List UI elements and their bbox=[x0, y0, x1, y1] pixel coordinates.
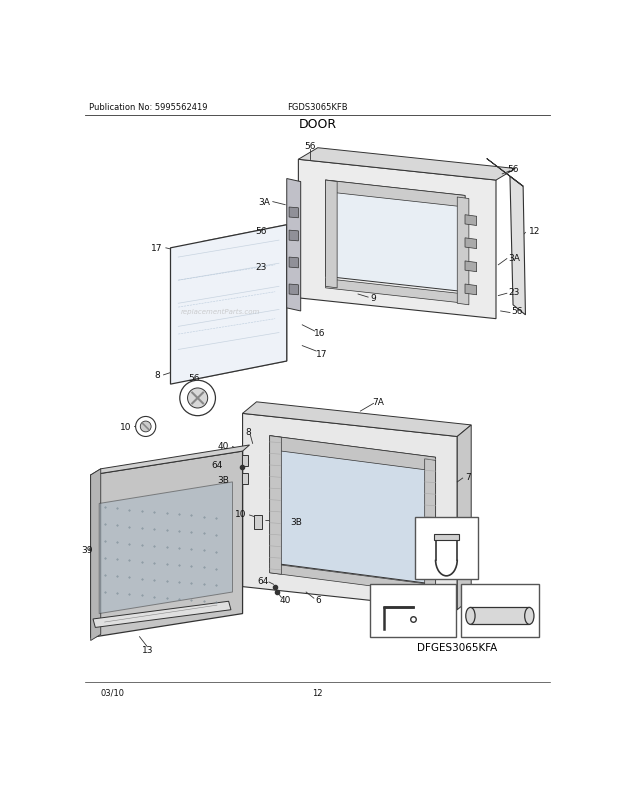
Text: 39: 39 bbox=[81, 545, 93, 554]
Polygon shape bbox=[510, 177, 526, 315]
Polygon shape bbox=[326, 180, 465, 208]
Text: 41: 41 bbox=[494, 588, 505, 597]
Text: 12: 12 bbox=[528, 226, 540, 235]
Polygon shape bbox=[487, 160, 523, 187]
Text: 3B: 3B bbox=[290, 517, 302, 526]
Text: DOOR: DOOR bbox=[299, 118, 337, 132]
Text: 40: 40 bbox=[280, 595, 291, 605]
Polygon shape bbox=[91, 469, 100, 641]
Text: 7: 7 bbox=[465, 472, 471, 481]
Polygon shape bbox=[91, 452, 242, 638]
Text: 56: 56 bbox=[255, 226, 267, 235]
Polygon shape bbox=[298, 148, 515, 180]
Text: 3A: 3A bbox=[508, 253, 520, 262]
Polygon shape bbox=[465, 261, 477, 273]
Text: 3A: 3A bbox=[258, 198, 270, 207]
Polygon shape bbox=[170, 225, 286, 385]
Polygon shape bbox=[289, 285, 298, 295]
Text: 40: 40 bbox=[218, 442, 229, 451]
Bar bbox=[461, 585, 539, 637]
Text: 64: 64 bbox=[212, 461, 223, 470]
Polygon shape bbox=[286, 180, 301, 311]
Polygon shape bbox=[458, 198, 469, 306]
Polygon shape bbox=[289, 231, 298, 241]
Bar bbox=[471, 608, 529, 625]
Bar bbox=[415, 517, 478, 579]
Text: 16: 16 bbox=[314, 329, 325, 338]
Text: 56: 56 bbox=[512, 307, 523, 316]
Polygon shape bbox=[289, 208, 298, 218]
Text: 8: 8 bbox=[245, 427, 251, 437]
Text: 42: 42 bbox=[404, 588, 415, 597]
Text: 03/10: 03/10 bbox=[100, 688, 125, 697]
Polygon shape bbox=[270, 436, 435, 472]
Text: 56: 56 bbox=[507, 164, 519, 174]
Bar bbox=[242, 456, 248, 466]
Polygon shape bbox=[465, 216, 477, 226]
Text: 8: 8 bbox=[154, 371, 161, 380]
Text: 7A: 7A bbox=[412, 589, 425, 598]
Text: 10: 10 bbox=[120, 423, 131, 431]
Text: 17: 17 bbox=[316, 350, 327, 358]
Polygon shape bbox=[458, 425, 471, 610]
Polygon shape bbox=[270, 436, 435, 585]
Polygon shape bbox=[465, 238, 477, 249]
Ellipse shape bbox=[525, 608, 534, 625]
Circle shape bbox=[187, 388, 208, 408]
Polygon shape bbox=[465, 285, 477, 295]
Polygon shape bbox=[91, 445, 249, 476]
Polygon shape bbox=[270, 564, 435, 594]
Bar bbox=[434, 535, 459, 541]
Text: 23: 23 bbox=[508, 288, 520, 297]
Bar bbox=[254, 516, 262, 529]
Polygon shape bbox=[425, 460, 435, 594]
Polygon shape bbox=[326, 180, 337, 289]
Ellipse shape bbox=[466, 608, 475, 625]
Text: 18: 18 bbox=[427, 520, 438, 529]
Text: 64: 64 bbox=[258, 577, 269, 585]
Text: 6: 6 bbox=[315, 595, 321, 605]
Polygon shape bbox=[242, 403, 471, 437]
Text: replacementParts.com: replacementParts.com bbox=[181, 309, 260, 314]
Bar bbox=[371, 585, 456, 637]
Circle shape bbox=[140, 422, 151, 432]
Text: 56: 56 bbox=[304, 142, 316, 151]
Text: 3B: 3B bbox=[218, 476, 229, 484]
Text: 7: 7 bbox=[465, 526, 471, 535]
Text: 9: 9 bbox=[371, 294, 376, 303]
Circle shape bbox=[180, 381, 216, 416]
Polygon shape bbox=[270, 436, 281, 574]
Bar bbox=[242, 473, 248, 484]
Circle shape bbox=[136, 417, 156, 437]
Text: 12: 12 bbox=[312, 688, 323, 697]
Text: Publication No: 5995562419: Publication No: 5995562419 bbox=[89, 103, 208, 111]
Text: 7A: 7A bbox=[372, 397, 384, 406]
Polygon shape bbox=[326, 279, 465, 304]
Polygon shape bbox=[326, 180, 465, 293]
Text: 17: 17 bbox=[151, 244, 162, 253]
Text: 13: 13 bbox=[141, 646, 153, 654]
Polygon shape bbox=[298, 160, 496, 319]
Polygon shape bbox=[242, 414, 458, 610]
Text: 56: 56 bbox=[188, 374, 200, 383]
Text: DFGES3065KFA: DFGES3065KFA bbox=[417, 642, 497, 652]
Polygon shape bbox=[202, 225, 286, 379]
Polygon shape bbox=[93, 602, 231, 628]
Polygon shape bbox=[99, 482, 232, 614]
Text: 23: 23 bbox=[255, 262, 267, 271]
Text: FGDS3065KFB: FGDS3065KFB bbox=[286, 103, 347, 111]
Polygon shape bbox=[289, 257, 298, 269]
Text: 10: 10 bbox=[235, 509, 247, 518]
